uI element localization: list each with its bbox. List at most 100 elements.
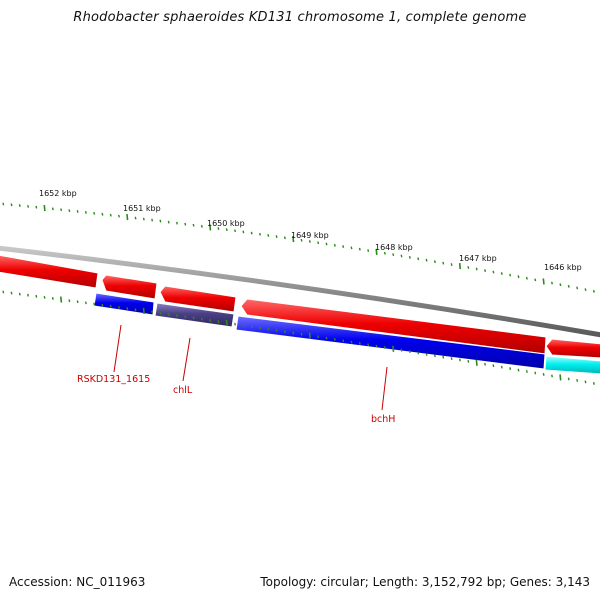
minor-tick [93,302,96,306]
minor-tick [192,223,195,227]
minor-tick [27,204,30,208]
map-title: Rhodobacter sphaeroides KD131 chromosome… [73,10,527,25]
minor-tick [442,261,445,265]
minor-tick [76,300,79,304]
minor-tick [292,331,295,335]
minor-tick [551,374,553,378]
major-tick [142,307,145,314]
minor-tick [400,254,403,258]
minor-tick [383,346,386,349]
gene-bar-reverse[interactable] [544,355,600,375]
minor-tick [300,332,303,336]
minor-tick [18,204,21,207]
minor-tick [442,355,445,359]
minor-tick [134,308,137,312]
minor-tick [367,343,370,347]
gene-arrow-forward[interactable] [101,274,158,300]
minor-tick [43,295,46,299]
gene-arrow-forward[interactable] [159,285,237,313]
minor-tick [283,330,286,334]
minor-tick [18,292,21,296]
kbp-label: 1649 kbp [291,231,329,240]
minor-tick [400,348,403,352]
minor-tick [467,359,470,363]
minor-tick [159,311,162,315]
minor-tick [27,293,30,297]
minor-tick [542,373,545,376]
gene-label-chll[interactable]: chlL [173,385,193,396]
minor-tick [200,224,203,228]
minor-tick [250,325,253,329]
minor-tick [492,270,495,274]
kbp-label: 1648 kbp [375,243,413,252]
minor-tick [592,289,595,293]
minor-tick [350,340,353,344]
ruler-labels: 1652 kbp 1651 kbp 1650 kbp 1649 kbp 1648… [39,189,582,272]
minor-tick [200,317,203,321]
minor-tick [283,236,286,240]
minor-tick [358,247,361,251]
label-leader-line [182,337,191,382]
minor-tick [325,336,328,340]
minor-tick [225,228,228,232]
genome-backbone [0,245,600,338]
minor-tick [151,218,154,222]
major-tick [375,248,378,255]
minor-tick [109,304,112,308]
minor-tick [76,210,79,213]
minor-tick [126,307,129,310]
gene-bar-reverse[interactable] [235,315,546,370]
minor-tick [475,267,478,271]
gene-bar-reverse[interactable] [154,302,235,328]
minor-tick [534,278,537,282]
major-tick [60,296,63,303]
minor-tick [484,269,487,272]
minor-tick [68,299,71,303]
minor-tick [534,371,537,375]
minor-tick [509,367,512,371]
forward-strand-genes [0,254,600,359]
gene-arrow-forward[interactable] [545,338,600,359]
minor-tick [325,242,328,246]
minor-tick [184,315,187,319]
minor-tick [467,266,470,269]
minor-tick [492,364,495,368]
minor-tick [450,263,453,266]
minor-tick [142,217,145,221]
gene-label-bchh[interactable]: bchH [371,414,395,425]
minor-tick [425,352,428,356]
minor-tick [51,207,54,211]
minor-tick [159,219,162,223]
minor-tick [101,212,104,216]
minor-tick [151,310,154,314]
minor-tick [500,272,503,275]
minor-tick [367,249,370,252]
minor-tick [93,211,96,215]
minor-tick [567,284,570,288]
gene-arrow-forward[interactable] [0,254,99,289]
minor-tick [333,338,336,341]
minor-tick [167,313,170,316]
gene-bar-reverse[interactable] [93,292,155,316]
minor-tick [458,358,461,362]
minor-tick [350,246,353,250]
gene-label-rskd131-1615[interactable]: RSKD131_1615 [77,374,150,385]
major-tick [292,235,295,243]
minor-tick [234,229,237,233]
minor-tick [118,214,120,218]
major-tick [559,374,562,381]
minor-tick [134,216,137,220]
minor-tick [576,379,579,382]
minor-tick [525,276,528,280]
minor-tick [417,257,420,261]
gene-labels: RSKD131_1615 chlL bchH [77,324,395,425]
gene-arrow-forward[interactable] [240,298,547,355]
minor-tick [375,344,378,348]
minor-tick [167,220,170,224]
minor-tick [2,202,5,206]
minor-tick [275,235,278,239]
major-tick [209,224,212,231]
minor-tick [68,209,71,213]
minor-tick [567,377,570,381]
